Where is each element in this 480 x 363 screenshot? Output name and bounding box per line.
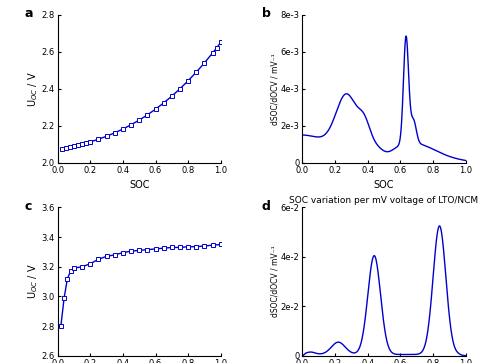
Y-axis label: U$_{OC}$ / V: U$_{OC}$ / V bbox=[26, 264, 40, 299]
Y-axis label: U$_{OC}$ / V: U$_{OC}$ / V bbox=[26, 71, 40, 107]
Text: SOC variation per mV voltage of LTO/NCM: SOC variation per mV voltage of LTO/NCM bbox=[289, 196, 479, 204]
Text: c: c bbox=[25, 200, 32, 213]
Text: d: d bbox=[262, 200, 270, 213]
Y-axis label: dSOC/dOCV / mV⁻¹: dSOC/dOCV / mV⁻¹ bbox=[270, 246, 279, 317]
Y-axis label: dSOC/dOCV / mV⁻¹: dSOC/dOCV / mV⁻¹ bbox=[270, 53, 279, 125]
Text: a: a bbox=[25, 7, 34, 20]
Text: b: b bbox=[262, 7, 270, 20]
Text: OCV  curves  of  LTO/NCM  cell: OCV curves of LTO/NCM cell bbox=[71, 210, 208, 219]
Text: cell: cell bbox=[376, 216, 392, 225]
X-axis label: SOC: SOC bbox=[129, 180, 149, 190]
X-axis label: SOC: SOC bbox=[374, 180, 394, 190]
